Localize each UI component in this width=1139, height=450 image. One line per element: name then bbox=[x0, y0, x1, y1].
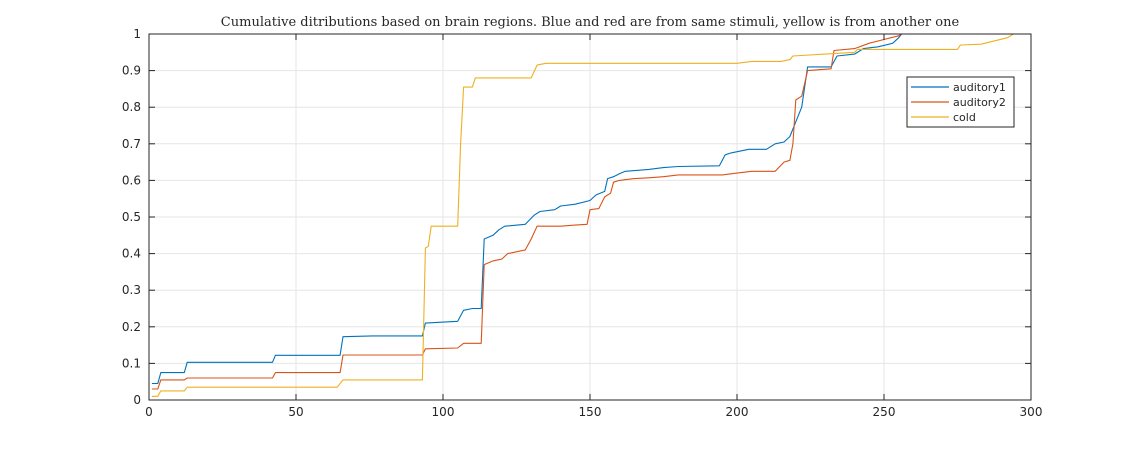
y-tick-label: 0.1 bbox=[122, 356, 141, 370]
y-tick-label: 0.5 bbox=[122, 210, 141, 224]
y-tick-label: 0.9 bbox=[122, 64, 141, 78]
y-tick-label: 0 bbox=[133, 393, 141, 407]
x-tick-label: 250 bbox=[873, 405, 896, 419]
y-tick-label: 0.8 bbox=[122, 100, 141, 114]
x-tick-label: 50 bbox=[288, 405, 303, 419]
y-tick-label: 0.4 bbox=[122, 247, 141, 261]
chart-title: Cumulative ditributions based on brain r… bbox=[221, 15, 960, 30]
x-tick-label: 0 bbox=[145, 405, 153, 419]
y-tick-label: 1 bbox=[133, 27, 141, 41]
legend-label-cold: cold bbox=[953, 111, 976, 124]
x-tick-label: 300 bbox=[1020, 405, 1043, 419]
x-axis: 0 50 100 150 200 250 300 bbox=[145, 34, 1042, 419]
y-axis: 0 0.1 0.2 0.3 0.4 0.5 0.6 0.7 0.8 0.9 1 bbox=[122, 27, 1031, 407]
x-tick-label: 150 bbox=[579, 405, 602, 419]
series-line-cold bbox=[151, 33, 1014, 397]
y-tick-label: 0.6 bbox=[122, 173, 141, 187]
legend-label-auditory2: auditory2 bbox=[953, 96, 1006, 109]
series-line-auditory2 bbox=[151, 33, 1014, 390]
series-line-auditory1 bbox=[151, 33, 1014, 385]
plot-area: 0 50 100 150 200 250 300 0 0.1 0.2 0.3 0.4 0.5 0.6 0.… bbox=[122, 27, 1043, 419]
series-group bbox=[151, 33, 1014, 397]
grid bbox=[149, 34, 1031, 400]
y-tick-label: 0.7 bbox=[122, 137, 141, 151]
y-tick-label: 0.2 bbox=[122, 320, 141, 334]
legend-label-auditory1: auditory1 bbox=[953, 81, 1006, 94]
x-tick-label: 100 bbox=[432, 405, 455, 419]
x-tick-label: 200 bbox=[726, 405, 749, 419]
legend: auditory1 auditory2 cold bbox=[906, 76, 1015, 128]
y-tick-label: 0.3 bbox=[122, 283, 141, 297]
